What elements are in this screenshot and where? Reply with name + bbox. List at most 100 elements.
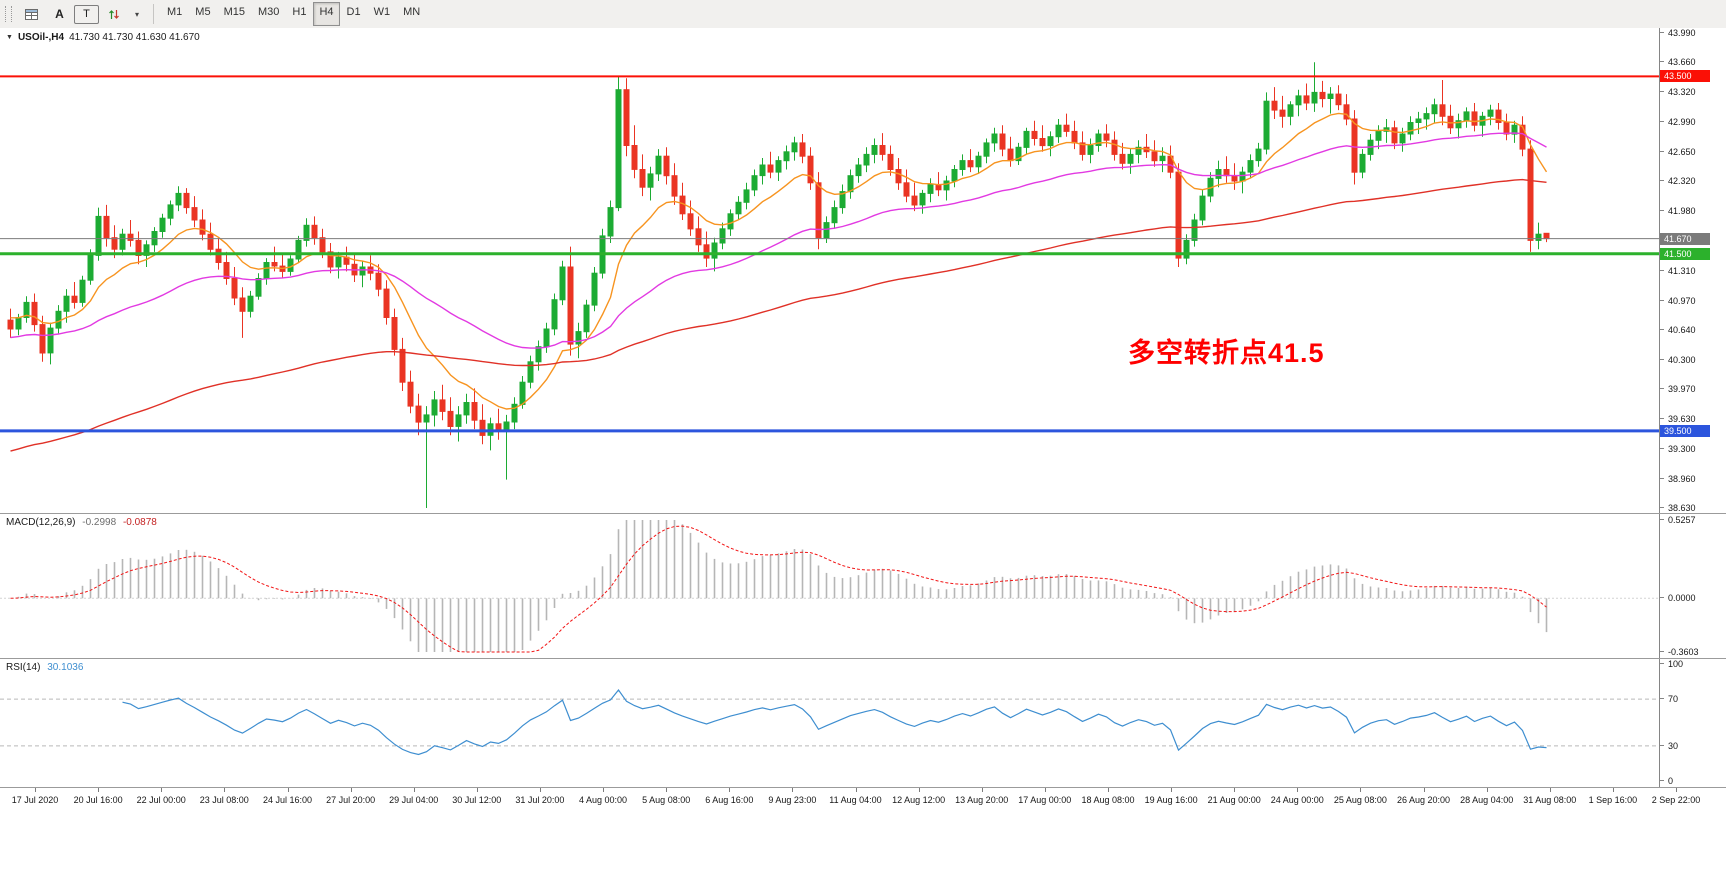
main-chart-panel[interactable]: ▼ USOil-,H4 41.730 41.730 41.630 41.670 …	[0, 28, 1659, 513]
updown-arrows-button[interactable]	[100, 3, 127, 25]
axis-tick-label: 42.320	[1660, 176, 1726, 186]
axis-tick-label: 41.310	[1660, 266, 1726, 276]
time-tick	[729, 788, 731, 792]
panel-separator[interactable]	[0, 513, 1726, 514]
time-label: 20 Jul 16:00	[73, 795, 123, 805]
rsi-label: RSI(14) 30.1036	[6, 662, 87, 673]
chart-list-button[interactable]	[18, 3, 45, 25]
time-label: 12 Aug 12:00	[892, 795, 946, 805]
toolbar: A T ▾ M1 M5 M15 M30 H1 H4 D1 W1 MN	[0, 0, 1726, 29]
rsi-panel[interactable]: RSI(14) 30.1036	[0, 659, 1659, 787]
macd-panel[interactable]: MACD(12,26,9) -0.2998 -0.0878	[0, 514, 1659, 658]
time-label: 17 Aug 00:00	[1018, 795, 1072, 805]
time-tick	[476, 788, 478, 792]
tools-dropdown-caret[interactable]: ▾	[134, 9, 139, 19]
axis-tick-label: 0	[1660, 776, 1726, 786]
toolbar-separator	[153, 4, 154, 24]
macd-signal-value: -0.0878	[122, 517, 157, 528]
macd-axis[interactable]: 0.5257 0.0000 -0.3603	[1659, 514, 1726, 658]
price-axis[interactable]: 43.990 43.660 43.320 42.990 42.650 42.320 41.9…	[1659, 28, 1726, 513]
time-tick	[666, 788, 668, 792]
up-down-arrows-icon	[108, 9, 119, 19]
time-tick	[792, 788, 794, 792]
time-tick	[603, 788, 604, 792]
timeframe-m5-button[interactable]: M5	[195, 6, 211, 18]
time-label: 21 Aug 00:00	[1207, 795, 1261, 805]
time-label: 27 Jul 20:00	[326, 795, 376, 805]
time-tick	[1234, 788, 1236, 792]
chart-title: ▼ USOil-,H4 41.730 41.730 41.630 41.670	[6, 32, 200, 43]
time-tick	[1171, 788, 1173, 792]
time-label: 6 Aug 16:00	[705, 795, 754, 805]
timeframe-mn-button[interactable]: MN	[403, 6, 421, 18]
time-tick	[1044, 788, 1046, 792]
time-tick	[539, 788, 541, 792]
time-tick	[350, 788, 352, 792]
time-tick	[161, 788, 163, 792]
cursor-a-button[interactable]: A	[46, 3, 73, 25]
time-label: 31 Aug 08:00	[1523, 795, 1577, 805]
rsi-axis[interactable]: 100 70 30 0	[1659, 659, 1726, 787]
axis-tick-label: 43.990	[1660, 28, 1726, 38]
time-label: 30 Jul 12:00	[452, 795, 502, 805]
rsi-chart[interactable]	[0, 659, 1659, 787]
ohlc-readout: 41.730 41.730 41.630 41.670	[69, 32, 200, 43]
macd-chart[interactable]	[0, 514, 1659, 658]
text-tool-label: T	[83, 8, 90, 20]
panel-separator[interactable]	[0, 658, 1726, 659]
timeframe-m1-button[interactable]: M1	[167, 6, 183, 18]
price-tag-43.500: 43.500	[1660, 70, 1710, 83]
time-label: 2 Sep 22:00	[1651, 795, 1701, 805]
toolbar-grip[interactable]	[5, 6, 12, 22]
time-label: 24 Aug 00:00	[1270, 795, 1324, 805]
time-tick	[35, 788, 36, 792]
axis-tick-label: 39.630	[1660, 414, 1726, 424]
time-axis[interactable]: 17 Jul 2020 20 Jul 16:00 22 Jul 00:00 23 Ju…	[0, 788, 1726, 814]
macd-label: MACD(12,26,9) -0.2998 -0.0878	[6, 517, 161, 528]
collapse-triangle-icon[interactable]: ▼	[6, 34, 13, 41]
timeframe-h4-button[interactable]: H4	[313, 2, 340, 26]
time-label: 22 Jul 00:00	[136, 795, 186, 805]
time-label: 11 Aug 04:00	[829, 795, 882, 805]
time-label: 1 Sep 16:00	[1588, 795, 1638, 805]
time-label: 5 Aug 08:00	[642, 795, 691, 805]
axis-tick-label: 42.650	[1660, 147, 1726, 157]
axis-tick-label: 40.640	[1660, 325, 1726, 335]
timeframe-m15-button[interactable]: M15	[223, 6, 245, 18]
axis-tick-label: 40.970	[1660, 296, 1726, 306]
time-label: 29 Jul 04:00	[389, 795, 439, 805]
symbol-timeframe-label: USOil-,H4	[17, 32, 65, 43]
time-tick	[918, 788, 920, 792]
time-tick	[98, 788, 100, 792]
axis-tick-label: 0.0000	[1660, 593, 1726, 603]
axis-tick-label: 42.990	[1660, 117, 1726, 127]
rsi-name: RSI(14)	[6, 662, 41, 673]
timeframe-d1-button[interactable]: D1	[346, 6, 361, 18]
macd-main-value: -0.2998	[82, 517, 117, 528]
time-tick	[1549, 788, 1551, 792]
cursor-a-label: A	[55, 7, 64, 21]
axis-tick-label: 30	[1660, 741, 1726, 751]
chart-text-annotation[interactable]: 多空转折点41.5	[1128, 338, 1325, 369]
time-tick	[1423, 788, 1425, 792]
panel-separator[interactable]	[0, 787, 1726, 788]
candlestick-chart[interactable]	[0, 28, 1659, 513]
axis-tick-label: 41.980	[1660, 206, 1726, 216]
timeframe-w1-button[interactable]: W1	[373, 6, 391, 18]
time-tick	[981, 788, 983, 792]
time-tick	[287, 788, 289, 792]
time-tick	[1612, 788, 1614, 792]
time-tick	[1108, 788, 1109, 792]
time-label: 28 Aug 04:00	[1460, 795, 1514, 805]
time-label: 31 Jul 20:00	[515, 795, 565, 805]
time-label: 24 Jul 16:00	[262, 795, 313, 805]
timeframe-m30-button[interactable]: M30	[257, 6, 280, 18]
price-tag-41.670: 41.670	[1660, 232, 1710, 245]
text-tool-button[interactable]: T	[74, 4, 99, 24]
axis-tick-label: 43.320	[1660, 87, 1726, 97]
rsi-value: 30.1036	[47, 662, 84, 673]
axis-tick-label: 39.300	[1660, 444, 1726, 454]
time-tick	[1360, 788, 1362, 792]
timeframe-h1-button[interactable]: H1	[292, 6, 307, 18]
